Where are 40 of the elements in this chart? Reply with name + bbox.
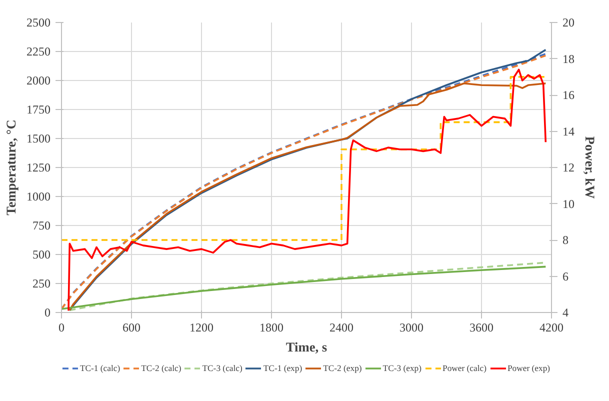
y-tick-label: 1250 bbox=[26, 160, 50, 174]
x-axis-title: Time, s bbox=[286, 340, 328, 354]
y-tick-label: 2000 bbox=[26, 74, 50, 88]
legend-label: TC-3 (calc) bbox=[202, 363, 242, 373]
legend-label: TC-2 (calc) bbox=[141, 363, 182, 373]
y-tick-label: 2500 bbox=[26, 16, 50, 30]
x-tick-label: 2400 bbox=[330, 320, 354, 334]
x-tick-label: 600 bbox=[122, 320, 140, 334]
legend-label: TC-1 (exp) bbox=[263, 363, 302, 373]
x-tick-label: 3000 bbox=[400, 320, 424, 334]
y2-tick-label: 14 bbox=[562, 124, 574, 138]
y2-tick-label: 8 bbox=[562, 233, 568, 247]
y2-tick-label: 20 bbox=[562, 16, 574, 30]
y-tick-label: 250 bbox=[32, 276, 50, 290]
y-tick-label: 2250 bbox=[26, 44, 50, 58]
line-series bbox=[62, 76, 547, 241]
legend-label: TC-1 (calc) bbox=[80, 363, 120, 373]
y-tick-label: 1750 bbox=[26, 102, 50, 116]
x-tick-label: 3600 bbox=[470, 320, 494, 334]
y-axis-title: Temperature, °C bbox=[4, 120, 18, 216]
y2-tick-label: 10 bbox=[562, 196, 574, 211]
y2-tick-label: 6 bbox=[562, 269, 568, 284]
y2-tick-label: 16 bbox=[562, 88, 574, 102]
y2-tick-label: 4 bbox=[562, 306, 568, 320]
y-tick-label: 1000 bbox=[26, 190, 50, 204]
x-tick-label: 1800 bbox=[260, 320, 284, 334]
y2-axis-title: Power, kW bbox=[582, 136, 598, 200]
legend-label: TC-3 (exp) bbox=[382, 363, 422, 373]
y-tick-label: 1500 bbox=[26, 132, 50, 146]
legend-label: TC-2 (exp) bbox=[323, 363, 362, 373]
y2-tick-label: 18 bbox=[562, 52, 574, 66]
y-tick-label: 0 bbox=[44, 306, 50, 320]
y2-tick-label: 12 bbox=[562, 160, 574, 174]
x-tick-label: 4200 bbox=[540, 320, 564, 334]
x-tick-label: 1200 bbox=[190, 320, 214, 334]
y-tick-label: 500 bbox=[32, 248, 50, 262]
legend-label: Power (calc) bbox=[442, 363, 486, 373]
y-tick-label: 750 bbox=[32, 218, 50, 232]
legend-label: Power (exp) bbox=[507, 363, 550, 373]
x-tick-label: 0 bbox=[58, 320, 64, 334]
